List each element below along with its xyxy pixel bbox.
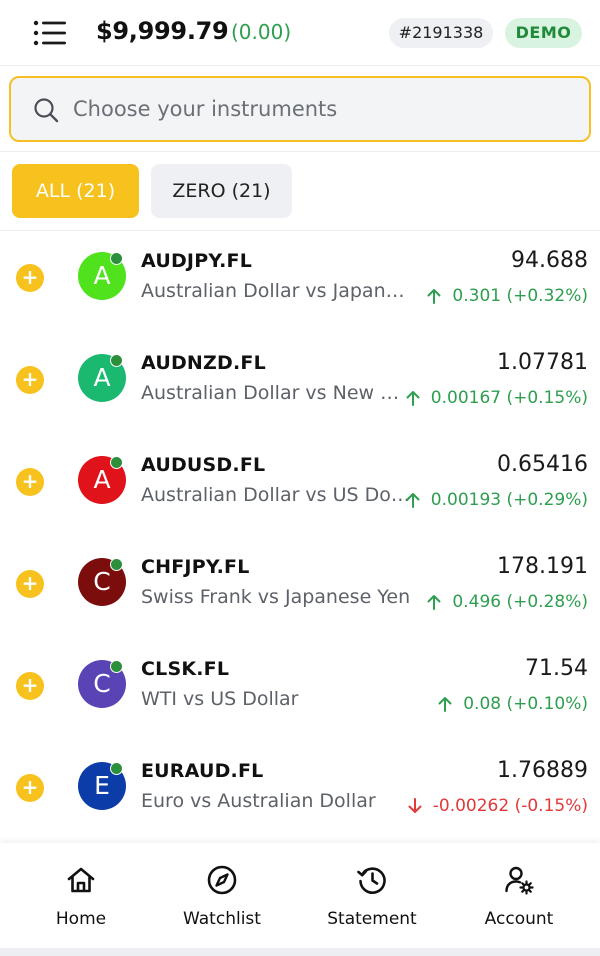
add-to-watchlist-button[interactable]: + [16, 366, 44, 394]
arrow-up-icon [425, 287, 443, 305]
instrument-row[interactable]: + A AUDJPY.FL Australian Dollar vs Japan… [0, 231, 600, 333]
instrument-price: 178.191 [497, 554, 588, 579]
arrow-up-icon [404, 389, 422, 407]
instrument-change-value: 0.08 (+0.10%) [463, 694, 588, 714]
balance-change: (0.00) [231, 20, 292, 44]
nav-home-label: Home [55, 909, 107, 929]
nav-watchlist[interactable]: Watchlist [167, 843, 277, 948]
system-bar [0, 948, 600, 956]
instrument-symbol: CLSK.FL [141, 658, 230, 680]
nav-home[interactable]: Home [31, 843, 131, 948]
divider [0, 151, 600, 152]
user-settings-icon [505, 866, 534, 895]
bottom-navigation: Home Watchlist Statement Account [0, 843, 600, 948]
instrument-symbol: EURAUD.FL [141, 760, 264, 782]
add-to-watchlist-button[interactable]: + [16, 570, 44, 598]
nav-account-label: Account [484, 909, 554, 929]
nav-watchlist-label: Watchlist [183, 909, 261, 929]
instrument-change: 0.08 (+0.10%) [436, 694, 588, 714]
instrument-symbol: AUDNZD.FL [141, 352, 266, 374]
instrument-list: + A AUDJPY.FL Australian Dollar vs Japan… [0, 231, 600, 843]
instrument-price: 1.07781 [497, 350, 588, 375]
instrument-avatar: C [78, 660, 126, 708]
tab-zero[interactable]: ZERO (21) [151, 164, 292, 218]
instrument-change: 0.301 (+0.32%) [425, 286, 588, 306]
instrument-description: Euro vs Australian Dollar [141, 790, 376, 812]
instrument-price: 1.76889 [497, 758, 588, 783]
account-id-badge[interactable]: #2191338 [389, 18, 493, 48]
instrument-description: Australian Dollar vs US Dollar [141, 484, 411, 506]
instrument-price: 0.65416 [497, 452, 588, 477]
history-icon [357, 867, 386, 894]
instrument-price: 71.54 [525, 656, 588, 681]
compass-icon [207, 865, 237, 895]
divider [0, 230, 600, 231]
instrument-description: Australian Dollar vs New Zealand Dollar [141, 382, 411, 404]
arrow-up-icon [404, 491, 422, 509]
arrow-down-icon [406, 797, 424, 815]
online-status-dot [110, 252, 123, 265]
instrument-change-value: 0.496 (+0.28%) [452, 592, 588, 612]
instrument-symbol: CHFJPY.FL [141, 556, 250, 578]
menu-icon[interactable] [32, 19, 68, 47]
add-to-watchlist-button[interactable]: + [16, 672, 44, 700]
instrument-change-value: -0.00262 (-0.15%) [432, 796, 588, 816]
online-status-dot [110, 762, 123, 775]
demo-mode-badge: DEMO [505, 18, 582, 48]
online-status-dot [110, 660, 123, 673]
instrument-row[interactable]: + C CLSK.FL WTI vs US Dollar 71.54 0.08 … [0, 639, 600, 741]
account-balance: $9,999.79 [96, 17, 229, 45]
instrument-description: Swiss Frank vs Japanese Yen [141, 586, 411, 608]
instrument-change: 0.00167 (+0.15%) [404, 388, 588, 408]
instrument-change: 0.00193 (+0.29%) [404, 490, 588, 510]
instrument-row[interactable]: + C CHFJPY.FL Swiss Frank vs Japanese Ye… [0, 537, 600, 639]
home-icon [67, 867, 95, 893]
instrument-description: Australian Dollar vs Japanese Yen [141, 280, 411, 302]
instrument-symbol: AUDUSD.FL [141, 454, 266, 476]
instrument-search[interactable] [9, 76, 591, 142]
add-to-watchlist-button[interactable]: + [16, 468, 44, 496]
nav-statement[interactable]: Statement [316, 843, 428, 948]
instrument-change-value: 0.301 (+0.32%) [452, 286, 588, 306]
arrow-up-icon [425, 593, 443, 611]
instrument-price: 94.688 [511, 248, 588, 273]
instrument-change-value: 0.00167 (+0.15%) [430, 388, 588, 408]
online-status-dot [110, 558, 123, 571]
instrument-change: 0.496 (+0.28%) [425, 592, 588, 612]
instrument-change-value: 0.00193 (+0.29%) [430, 490, 588, 510]
add-to-watchlist-button[interactable]: + [16, 264, 44, 292]
add-to-watchlist-button[interactable]: + [16, 774, 44, 802]
instrument-row[interactable]: + E EURAUD.FL Euro vs Australian Dollar … [0, 741, 600, 843]
instrument-row[interactable]: + A AUDNZD.FL Australian Dollar vs New Z… [0, 333, 600, 435]
nav-statement-label: Statement [327, 909, 417, 929]
search-input[interactable] [73, 92, 573, 126]
search-icon [34, 98, 59, 123]
instrument-change: -0.00262 (-0.15%) [406, 796, 588, 816]
instrument-row[interactable]: + A AUDUSD.FL Australian Dollar vs US Do… [0, 435, 600, 537]
instrument-description: WTI vs US Dollar [141, 688, 299, 710]
tab-all[interactable]: ALL (21) [12, 164, 139, 218]
top-bar: $9,999.79 (0.00) #2191338 DEMO [0, 0, 600, 66]
online-status-dot [110, 456, 123, 469]
online-status-dot [110, 354, 123, 367]
nav-account[interactable]: Account [471, 843, 567, 948]
instrument-symbol: AUDJPY.FL [141, 250, 253, 272]
arrow-up-icon [436, 695, 454, 713]
